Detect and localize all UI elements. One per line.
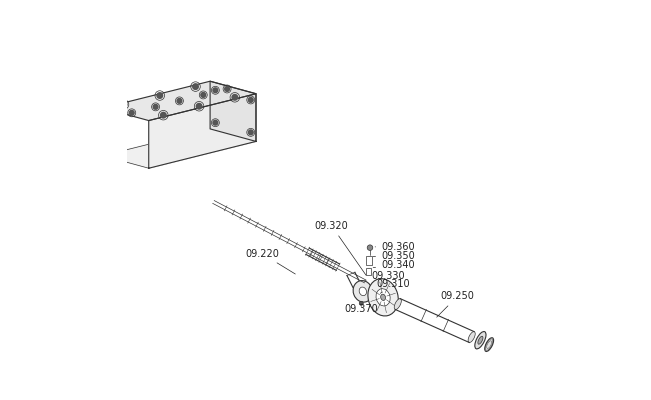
Text: 09.360: 09.360	[375, 242, 415, 252]
Text: 09.320: 09.320	[315, 221, 366, 275]
Ellipse shape	[161, 140, 179, 151]
Ellipse shape	[353, 280, 372, 302]
Text: 09.220: 09.220	[245, 249, 296, 274]
Circle shape	[153, 104, 158, 109]
Circle shape	[193, 84, 199, 89]
Text: 09.310: 09.310	[376, 279, 410, 293]
Circle shape	[121, 102, 127, 107]
Circle shape	[249, 98, 253, 102]
Circle shape	[130, 110, 134, 115]
Ellipse shape	[478, 336, 483, 344]
Text: 09.370: 09.370	[344, 304, 378, 314]
Ellipse shape	[381, 294, 385, 300]
Circle shape	[367, 245, 373, 250]
Text: 09.330: 09.330	[365, 271, 405, 281]
Circle shape	[157, 93, 163, 98]
Circle shape	[249, 130, 253, 135]
Ellipse shape	[193, 133, 212, 146]
Ellipse shape	[223, 96, 243, 126]
Text: 09.340: 09.340	[373, 260, 415, 270]
Text: 09.250: 09.250	[437, 291, 475, 317]
Circle shape	[225, 86, 229, 91]
Polygon shape	[103, 81, 256, 120]
Ellipse shape	[156, 137, 184, 155]
Ellipse shape	[368, 279, 398, 316]
Circle shape	[213, 120, 217, 125]
Circle shape	[161, 112, 166, 118]
Ellipse shape	[197, 136, 208, 143]
Bar	[366, 256, 372, 265]
Circle shape	[197, 104, 202, 109]
Ellipse shape	[475, 332, 486, 349]
Polygon shape	[148, 94, 256, 168]
Polygon shape	[210, 81, 256, 142]
Circle shape	[359, 301, 363, 305]
Circle shape	[213, 88, 217, 93]
Circle shape	[177, 98, 182, 103]
Text: 09.350: 09.350	[373, 251, 415, 261]
Ellipse shape	[376, 289, 390, 306]
Circle shape	[201, 92, 206, 97]
Polygon shape	[103, 129, 256, 168]
Circle shape	[232, 94, 238, 100]
Ellipse shape	[485, 338, 493, 352]
Ellipse shape	[359, 287, 367, 296]
Ellipse shape	[395, 299, 402, 310]
Ellipse shape	[468, 332, 475, 342]
Bar	[366, 268, 371, 276]
Ellipse shape	[229, 104, 238, 119]
